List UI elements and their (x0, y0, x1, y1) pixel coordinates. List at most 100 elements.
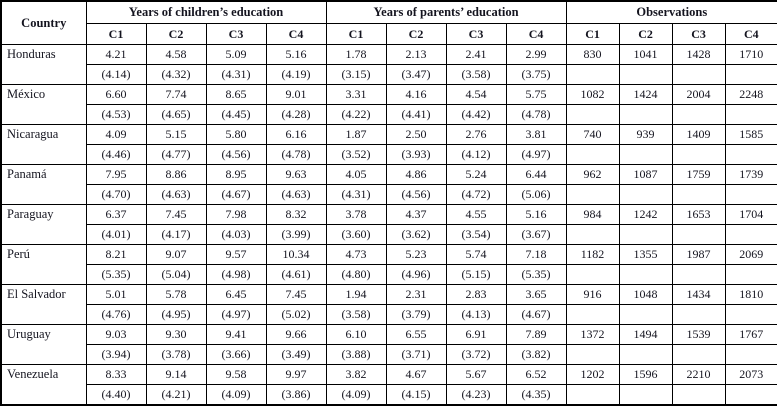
mean-value-cell: 7.89 (505, 324, 567, 345)
observations-value-cell: 1355 (618, 244, 673, 265)
sd-value-cell: (4.31) (205, 64, 267, 85)
observations-value-cell: 1767 (724, 324, 777, 345)
mean-value-cell: 1.87 (325, 124, 387, 145)
cohort-column-header-c3: C3 (671, 23, 726, 45)
empty-observations-cell (565, 184, 620, 205)
observations-value-cell: 1739 (724, 164, 777, 185)
empty-observations-cell (565, 344, 620, 365)
table-body: Honduras 4.21 4.58 5.09 5.16 1.78 2.13 2.41 2.99… (0, 44, 777, 406)
mean-value-cell: 9.63 (265, 164, 327, 185)
empty-observations-cell (671, 384, 726, 406)
observations-value-cell: 1041 (618, 44, 673, 65)
empty-observations-cell (618, 304, 673, 325)
observations-value-cell: 830 (565, 44, 620, 65)
mean-value-cell: 5.24 (445, 164, 507, 185)
mean-value-cell: 6.44 (505, 164, 567, 185)
mean-value-cell: 6.10 (325, 324, 387, 345)
sd-value-cell: (4.31) (325, 184, 387, 205)
sd-value-cell: (4.96) (385, 264, 447, 285)
sd-value-cell: (4.21) (145, 384, 207, 406)
country-mean-row: Panamá 7.95 8.86 8.95 9.63 4.05 4.86 5.24 6.44 96… (0, 164, 777, 205)
sd-value-cell: (4.80) (325, 264, 387, 285)
sd-value-cell: (4.40) (85, 384, 147, 406)
observations-group-header: Observations (565, 0, 777, 24)
observations-value-cell: 1424 (618, 84, 673, 105)
country-name: Paraguay (0, 204, 87, 245)
country-sd-row: (4.40) (4.21) (4.09) (3.86) (4.09) (4.15) (4.2… (1, 384, 777, 406)
mean-value-cell: 5.09 (205, 44, 267, 65)
sd-value-cell: (3.52) (325, 144, 387, 165)
mean-value-cell: 8.86 (145, 164, 207, 185)
sd-value-cell: (4.45) (205, 104, 267, 125)
sd-value-cell: (4.97) (505, 144, 567, 165)
mean-value-cell: 4.67 (385, 364, 447, 385)
mean-value-cell: 5.16 (505, 204, 567, 225)
observations-value-cell: 1087 (618, 164, 673, 185)
mean-value-cell: 7.95 (85, 164, 147, 185)
empty-observations-cell (618, 264, 673, 285)
sd-value-cell: (4.09) (205, 384, 267, 406)
empty-observations-cell (671, 264, 726, 285)
sd-value-cell: (3.67) (505, 224, 567, 245)
cohort-column-header-c3: C3 (205, 23, 267, 45)
country-mean-row: Venezuela 8.33 9.14 9.58 9.97 3.82 4.67 5.67 6.5… (0, 364, 777, 406)
empty-observations-cell (618, 344, 673, 365)
sd-value-cell: (4.15) (385, 384, 447, 406)
sd-value-cell: (4.78) (265, 144, 327, 165)
cohort-column-header-c4: C4 (505, 23, 567, 45)
mean-value-cell: 6.52 (505, 364, 567, 385)
sd-value-cell: (5.02) (265, 304, 327, 325)
mean-value-cell: 5.01 (85, 284, 147, 305)
mean-value-cell: 5.16 (265, 44, 327, 65)
empty-observations-cell (671, 224, 726, 245)
sd-value-cell: (4.35) (505, 384, 567, 406)
empty-observations-cell (618, 184, 673, 205)
observations-value-cell: 1202 (565, 364, 620, 385)
mean-value-cell: 5.23 (385, 244, 447, 265)
observations-value-cell: 962 (565, 164, 620, 185)
sd-value-cell: (3.58) (325, 304, 387, 325)
cohort-header-row: C1 C2 C3 C4 C1 C2 C3 C4 C1 C2 C3 C4 (1, 23, 777, 45)
country-sd-row: (4.01) (4.17) (4.03) (3.99) (3.60) (3.62) (3.5… (1, 224, 777, 245)
sd-value-cell: (3.49) (265, 344, 327, 365)
sd-value-cell: (3.60) (325, 224, 387, 245)
observations-value-cell: 1653 (671, 204, 726, 225)
observations-value-cell: 1409 (671, 124, 726, 145)
mean-value-cell: 9.57 (205, 244, 267, 265)
mean-value-cell: 9.01 (265, 84, 327, 105)
sd-value-cell: (4.65) (145, 104, 207, 125)
empty-observations-cell (618, 104, 673, 125)
mean-value-cell: 9.30 (145, 324, 207, 345)
sd-value-cell: (4.56) (205, 144, 267, 165)
empty-observations-cell (565, 224, 620, 245)
observations-value-cell: 2073 (724, 364, 777, 385)
sd-value-cell: (4.76) (85, 304, 147, 325)
observations-value-cell: 1704 (724, 204, 777, 225)
sd-value-cell: (4.19) (265, 64, 327, 85)
observations-value-cell: 1242 (618, 204, 673, 225)
mean-value-cell: 4.86 (385, 164, 447, 185)
empty-observations-cell (671, 104, 726, 125)
mean-value-cell: 9.41 (205, 324, 267, 345)
observations-value-cell: 984 (565, 204, 620, 225)
empty-observations-cell (618, 144, 673, 165)
mean-value-cell: 2.76 (445, 124, 507, 145)
observations-value-cell: 1372 (565, 324, 620, 345)
observations-value-cell: 2248 (724, 84, 777, 105)
sd-value-cell: (4.53) (85, 104, 147, 125)
observations-value-cell: 1585 (724, 124, 777, 145)
mean-value-cell: 8.65 (205, 84, 267, 105)
sd-value-cell: (4.12) (445, 144, 507, 165)
mean-value-cell: 8.95 (205, 164, 267, 185)
empty-observations-cell (724, 184, 777, 205)
mean-value-cell: 8.32 (265, 204, 327, 225)
country-column-header: Country (0, 0, 87, 45)
country-name: El Salvador (0, 284, 87, 325)
observations-value-cell: 1539 (671, 324, 726, 345)
mean-value-cell: 9.03 (85, 324, 147, 345)
sd-value-cell: (3.94) (85, 344, 147, 365)
cohort-column-header-c1: C1 (85, 23, 147, 45)
empty-observations-cell (565, 144, 620, 165)
sd-value-cell: (5.35) (85, 264, 147, 285)
mean-value-cell: 2.99 (505, 44, 567, 65)
